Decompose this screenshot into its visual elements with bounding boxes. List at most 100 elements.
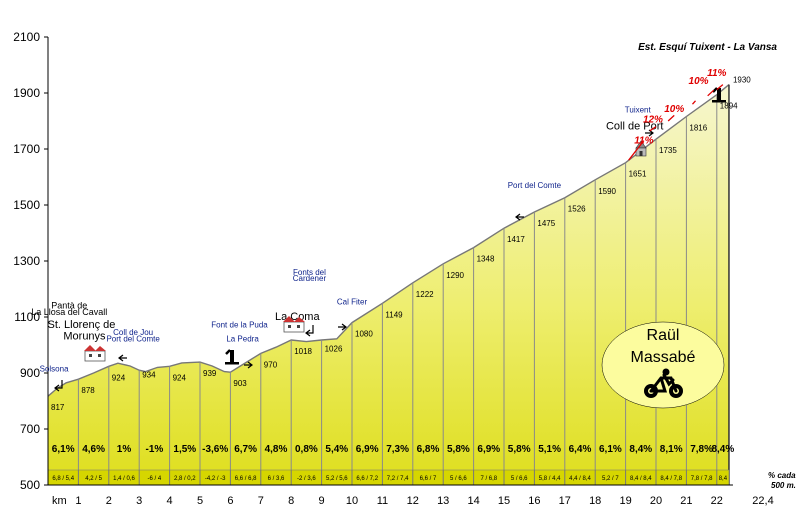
altitude-label: 1417 [507,235,525,244]
steep-segment-marker [649,126,657,132]
half-km-gradient-label: 4,2 / 5 [85,476,102,482]
altitude-label: 1590 [598,187,616,196]
km-gradient-label: 4,6% [82,444,105,455]
y-tick-label: 1900 [13,86,40,100]
km-gradient-label: 7,3% [386,444,409,455]
x-tick-label: 5 [197,495,203,507]
km-gradient-label: 5,4% [325,444,348,455]
km-gradient-label: -1% [146,444,164,455]
x-tick-label: 19 [619,495,631,507]
half-km-gradient-label: 5,2 / 5,6 [326,476,348,482]
place-label: Fonts del [293,268,326,277]
place-label: Coll de Port [606,120,663,132]
y-tick-label: 1100 [14,310,40,324]
y-tick-label: 1700 [13,142,40,156]
author-first-name: Raül [647,327,680,344]
km-gradient-label: 8,1% [660,444,683,455]
x-tick-label: 16 [528,495,540,507]
x-tick-label: 7 [258,495,264,507]
y-tick-label: 700 [20,422,40,436]
altitude-label: 1026 [325,345,343,354]
altitude-label: 1894 [720,102,738,111]
km-gradient-label: 6,1% [52,444,75,455]
cyclist-icon [644,368,683,398]
x-tick-label: 14 [467,495,479,507]
steep-gradient-label: 12% [643,114,663,125]
place-label: St. Llorenç de [48,319,116,331]
km-gradient-label: -3,6% [202,444,228,455]
altitude-label: 1149 [385,310,403,319]
steep-gradient-label: 11% [707,68,726,79]
km-gradient-label: 1% [117,444,132,455]
x-tick-label: 12 [407,495,419,507]
half-km-gradient-label: 4,4 / 8,4 [569,476,591,482]
half-km-gradient-label: 6,6 / 6,8 [235,476,257,482]
altitude-label: 939 [203,369,217,378]
km-gradient-label: 6,7% [234,444,257,455]
half-km-gradient-label: 7 / 6,8 [480,476,497,482]
y-tick-label: 500 [20,478,40,492]
author-last-name: Massabé [631,349,696,366]
arrow-icon-la-pedra [244,361,253,369]
altitude-label: 970 [264,360,278,369]
altitude-label: 1348 [477,255,495,264]
legend-note-line1: % cada [768,471,796,480]
half-km-gradient-label: -2 / 3,6 [297,476,316,482]
altitude-label: 1735 [659,146,677,155]
km-gradient-label: 8,4% [629,444,652,455]
altitude-label: 1290 [446,271,464,280]
altitude-label: 1080 [355,330,373,339]
steep-segment-marker [667,114,675,122]
km-gradient-label: 7,8% [690,444,713,455]
chart-title: Est. Esquí Tuixent - La Vansa [638,42,777,53]
place-label: Pantà de [51,301,87,311]
x-tick-label: 11 [377,495,388,507]
km-gradient-label: 6,9% [477,444,500,455]
half-km-gradient-label: 8,4 [719,476,728,482]
climb-marker-icon-summit [712,87,726,103]
steep-gradient-label: 10% [689,76,709,87]
half-km-gradient-label: 7,8 / 7,8 [691,476,713,482]
place-label: Tuixent [625,106,652,115]
y-tick-label: 1500 [13,198,40,212]
km-gradient-label: 1,5% [173,444,196,455]
place-label: Cal Fiter [337,297,368,306]
altitude-label: 1018 [294,347,312,356]
half-km-gradient-label: 5 / 6,6 [450,476,467,482]
x-axis-label: km [52,495,67,507]
steep-segment-marker [691,100,697,105]
half-km-gradient-label: 6,6 / 7,2 [356,476,378,482]
village-icon-st-llorenc [84,345,106,362]
place-label: Solsona [40,365,69,374]
km-gradient-label: 6,9% [356,444,379,455]
km-gradient-label: 8,4% [711,444,734,455]
km-gradient-label: 5,8% [508,444,531,455]
km-gradient-label: 5,8% [447,444,470,455]
arrow-icon-fonts-del-cardener [305,325,314,337]
km-gradient-label: 0,8% [295,444,318,455]
altitude-label: 924 [173,373,187,382]
profile-area [48,84,729,485]
x-tick-label: 22 [711,495,723,507]
altitude-label: 1222 [416,290,434,299]
altitude-label: 878 [81,386,95,395]
place-label: Morunys [63,330,106,342]
x-tick-label: 17 [559,495,571,507]
half-km-gradient-label: 1,4 / 0,6 [113,476,135,482]
place-label: Font de la Puda [211,321,268,330]
km-gradient-label: 6,1% [599,444,622,455]
y-tick-label: 1300 [13,254,40,268]
x-tick-label: 2 [106,495,112,507]
half-km-gradient-label: -4,2 / -3 [205,476,226,482]
x-tick-label: 3 [136,495,142,507]
half-km-gradient-label: 6,6 / 7 [420,476,437,482]
km-gradient-label: 4,8% [265,444,288,455]
altitude-label: 934 [142,370,156,379]
altitude-label: 1930 [733,76,751,85]
km-gradient-label: 6,4% [569,444,592,455]
half-km-gradient-label: -6 / 4 [148,476,162,482]
profile-line [47,84,730,397]
x-tick-label: 10 [346,495,358,507]
arrow-icon-coll-de-jou [118,354,127,362]
